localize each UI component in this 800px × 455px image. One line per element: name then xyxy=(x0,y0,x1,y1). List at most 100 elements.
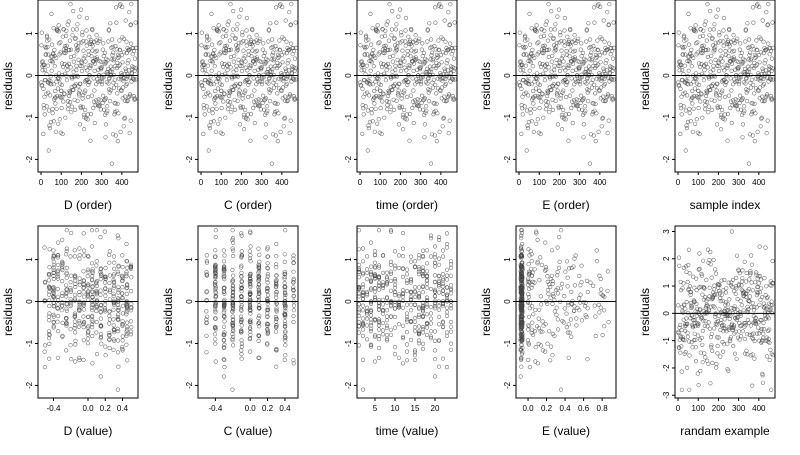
data-point xyxy=(101,72,106,77)
data-point xyxy=(369,106,374,112)
data-point xyxy=(362,67,367,73)
data-point xyxy=(131,45,136,51)
data-point xyxy=(557,60,562,66)
data-point xyxy=(760,66,765,71)
data-point xyxy=(757,4,762,10)
data-point xyxy=(707,33,712,38)
data-point xyxy=(440,254,446,259)
x-axis-title: D (value) xyxy=(64,424,113,438)
data-point xyxy=(748,323,754,328)
data-point xyxy=(117,38,122,43)
data-point xyxy=(263,96,268,101)
y-tick-label: -1 xyxy=(25,339,34,347)
data-point xyxy=(699,92,704,97)
data-point xyxy=(581,135,586,140)
data-point xyxy=(709,53,714,59)
data-point xyxy=(360,387,366,392)
data-point xyxy=(239,348,244,353)
data-point xyxy=(239,356,244,361)
data-point xyxy=(116,312,121,317)
data-point xyxy=(240,30,245,35)
data-point xyxy=(264,110,269,115)
x-tick-label: 0.4 xyxy=(560,404,572,413)
data-point xyxy=(711,27,716,32)
data-point xyxy=(239,64,244,69)
data-point xyxy=(121,124,126,129)
data-point xyxy=(233,43,239,48)
data-point xyxy=(360,316,366,321)
data-point xyxy=(109,69,114,74)
data-point xyxy=(77,14,82,19)
data-point xyxy=(586,88,591,93)
data-point xyxy=(132,68,137,73)
data-point xyxy=(275,101,280,106)
data-point xyxy=(42,343,48,348)
data-point xyxy=(533,86,539,91)
data-point xyxy=(734,78,739,84)
data-point xyxy=(693,121,698,126)
data-point xyxy=(365,148,370,153)
data-point xyxy=(723,80,728,85)
data-point xyxy=(709,97,714,102)
data-point xyxy=(576,36,581,41)
x-tick-label: 0.0 xyxy=(522,404,534,413)
x-tick-label: 0.2 xyxy=(541,404,553,413)
data-point xyxy=(530,47,535,53)
data-point xyxy=(730,98,736,103)
data-point xyxy=(239,344,244,349)
data-point xyxy=(522,104,527,109)
data-point xyxy=(404,267,410,272)
data-point xyxy=(254,55,259,60)
data-point xyxy=(110,44,115,50)
data-point xyxy=(232,53,237,59)
data-point xyxy=(102,302,108,307)
data-point xyxy=(272,112,277,117)
data-point xyxy=(537,278,542,283)
data-point xyxy=(257,313,262,319)
data-point xyxy=(760,68,766,73)
data-point xyxy=(111,266,117,271)
data-point xyxy=(391,53,396,59)
data-point xyxy=(757,302,762,307)
data-point xyxy=(265,104,270,109)
data-point xyxy=(412,103,417,108)
data-point xyxy=(57,76,62,81)
data-point xyxy=(219,88,224,93)
data-point xyxy=(286,58,291,63)
data-point xyxy=(561,59,566,64)
data-point xyxy=(89,228,95,233)
data-point xyxy=(447,22,453,27)
data-point xyxy=(424,269,430,274)
data-point xyxy=(293,20,298,25)
data-point xyxy=(430,85,436,90)
data-point xyxy=(376,94,382,99)
data-point xyxy=(68,297,73,302)
data-point xyxy=(764,10,769,15)
data-point xyxy=(687,106,692,112)
data-point xyxy=(55,355,61,360)
data-point xyxy=(283,18,288,23)
x-tick-label: 400 xyxy=(752,178,766,187)
data-point xyxy=(94,82,99,87)
data-point xyxy=(747,67,752,72)
data-point xyxy=(554,40,559,45)
data-point xyxy=(200,68,205,73)
data-point xyxy=(545,301,550,307)
data-point xyxy=(387,89,392,95)
x-tick-label: -0.4 xyxy=(47,404,61,413)
data-point xyxy=(687,353,692,358)
data-point xyxy=(63,50,68,56)
data-point xyxy=(400,39,405,44)
data-point xyxy=(261,41,266,46)
data-point xyxy=(372,253,378,258)
data-point xyxy=(69,357,74,362)
data-point xyxy=(755,87,761,93)
data-point xyxy=(72,330,78,335)
data-point xyxy=(404,358,410,363)
data-point xyxy=(428,286,434,292)
data-point xyxy=(740,329,746,334)
data-point xyxy=(254,33,259,38)
data-point xyxy=(578,292,583,297)
